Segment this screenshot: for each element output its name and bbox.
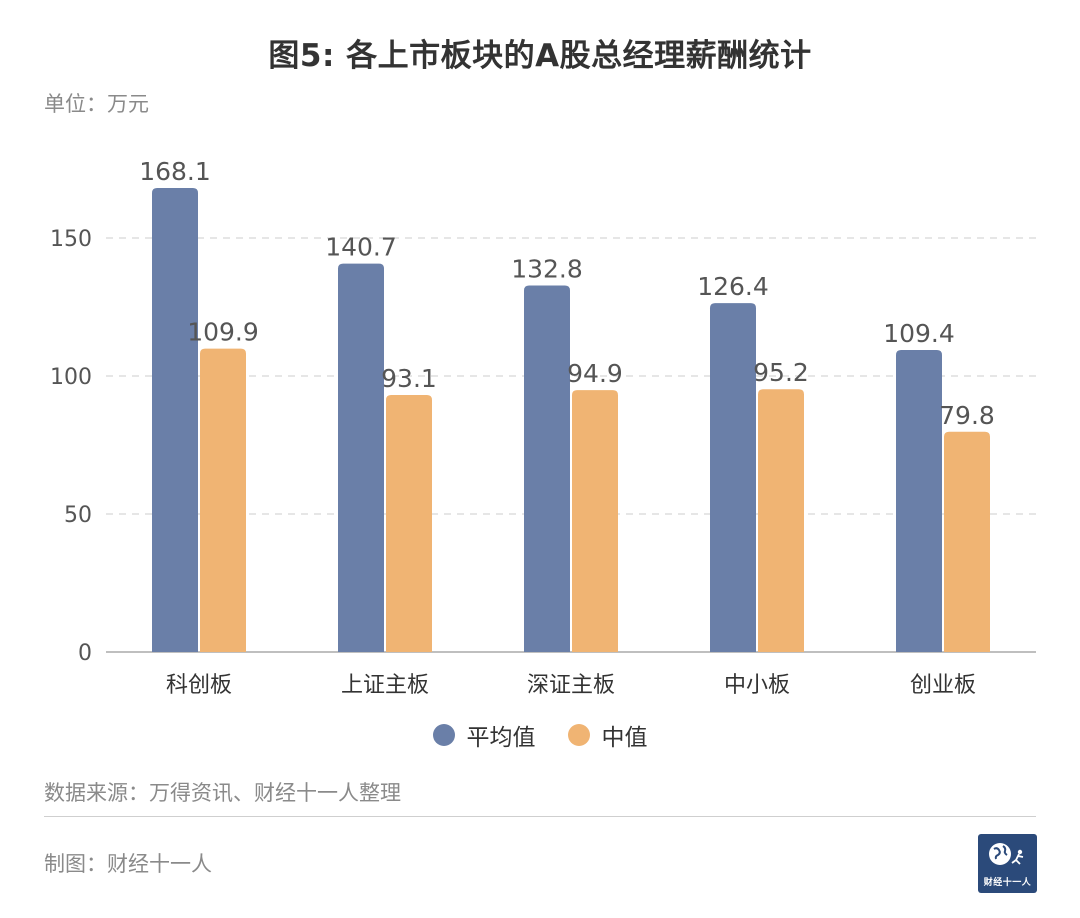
- bar-median-1: [386, 395, 432, 652]
- data-label-median: 93.1: [381, 364, 437, 393]
- bar-avg-4: [896, 350, 942, 652]
- x-tick-label: 深证主板: [527, 673, 615, 698]
- chart-maker: 制图：财经十一人: [44, 852, 212, 876]
- bar-avg-1: [338, 263, 384, 652]
- bar-avg-3: [710, 303, 756, 652]
- data-label-avg: 109.4: [883, 319, 955, 348]
- data-label-median: 95.2: [753, 358, 809, 387]
- y-tick-label: 150: [50, 227, 92, 252]
- y-tick-label: 100: [50, 365, 92, 390]
- footer-divider: [44, 816, 1036, 817]
- legend-item-avg[interactable]: 平均值: [432, 718, 536, 752]
- data-label-avg: 132.8: [511, 254, 583, 283]
- x-tick-label: 创业板: [910, 673, 976, 698]
- x-tick-label: 中小板: [724, 673, 790, 698]
- globe-runner-icon: [989, 843, 1024, 865]
- x-tick-label: 上证主板: [341, 673, 429, 698]
- data-label-median: 109.9: [187, 318, 259, 347]
- data-label-median: 79.8: [939, 401, 995, 430]
- data-label-avg: 140.7: [325, 233, 397, 262]
- x-tick-label: 科创板: [166, 673, 232, 698]
- y-tick-label: 0: [78, 641, 92, 666]
- data-source: 数据来源：万得资讯、财经十一人整理: [44, 781, 401, 805]
- legend-label-avg: 平均值: [466, 725, 536, 751]
- bar-avg-2: [524, 285, 570, 652]
- data-label-avg: 126.4: [697, 272, 769, 301]
- data-label-median: 94.9: [567, 359, 623, 388]
- legend-label-median: 中值: [601, 725, 648, 751]
- legend-dot-median: [567, 724, 590, 746]
- bar-median-3: [758, 389, 804, 652]
- legend-item-median[interactable]: 中值: [567, 718, 648, 752]
- chart-title: 图5: 各上市板块的A股总经理薪酬统计: [268, 38, 812, 74]
- legend-dot-avg: [432, 724, 455, 746]
- bar-median-0: [200, 348, 246, 652]
- unit-label: 单位：万元: [44, 92, 149, 116]
- y-tick-label: 50: [64, 503, 92, 528]
- bar-median-4: [944, 431, 990, 652]
- brand-logo: 财经十一人: [978, 834, 1037, 893]
- data-label-avg: 168.1: [139, 157, 211, 186]
- bar-median-2: [572, 390, 618, 652]
- legend: 平均值 中值: [0, 718, 1080, 752]
- logo-text: 财经十一人: [983, 878, 1032, 888]
- bar-avg-0: [152, 188, 198, 652]
